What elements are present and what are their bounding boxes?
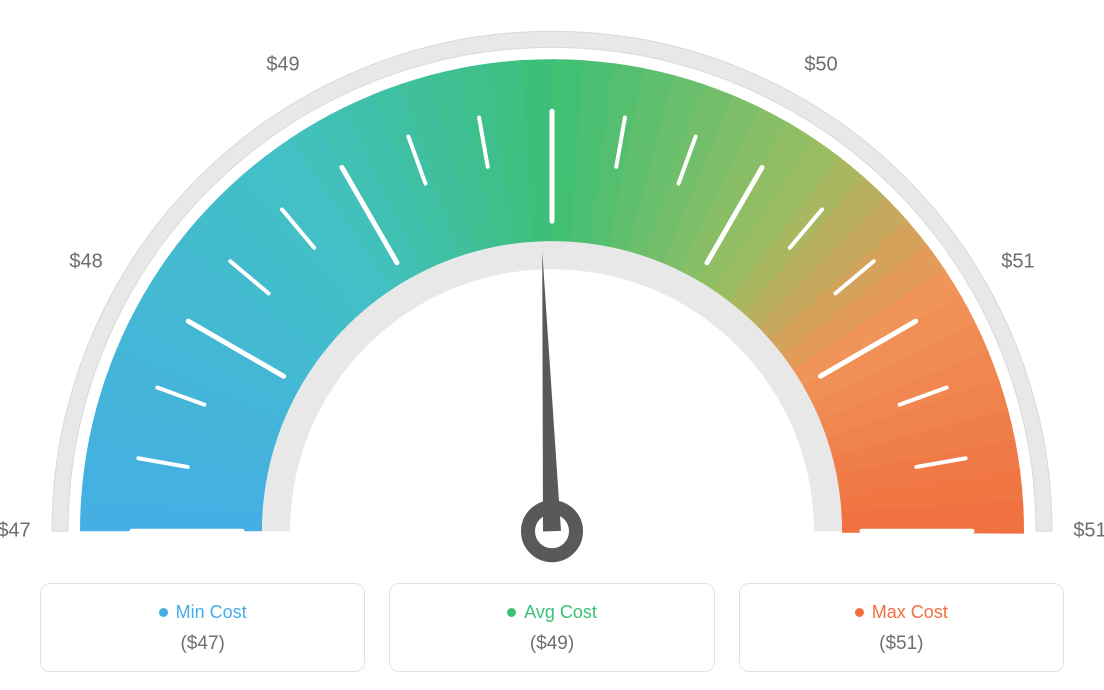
legend-title-avg: Avg Cost — [507, 602, 597, 623]
legend-label: Max Cost — [872, 602, 948, 623]
legend-title-min: Min Cost — [159, 602, 247, 623]
chart-container: $47$48$49$49$50$51$51 Min Cost ($47) Avg… — [0, 0, 1104, 690]
tick-label: $51 — [1001, 250, 1034, 272]
legend-value: ($49) — [390, 633, 713, 655]
legend-label: Avg Cost — [524, 602, 597, 623]
gauge-svg: $47$48$49$49$50$51$51 — [0, 11, 1104, 571]
legend-value: ($47) — [41, 633, 364, 655]
legend-title-max: Max Cost — [855, 602, 948, 623]
tick-label: $48 — [69, 250, 102, 272]
legend-label: Min Cost — [176, 602, 247, 623]
dot-icon — [507, 608, 516, 617]
needle — [542, 251, 561, 531]
legend-card-avg: Avg Cost ($49) — [389, 583, 714, 672]
tick-label: $51 — [1073, 519, 1104, 541]
dot-icon — [855, 608, 864, 617]
dot-icon — [159, 608, 168, 617]
tick-label: $50 — [804, 54, 837, 76]
legend-value: ($51) — [740, 633, 1063, 655]
legend-card-max: Max Cost ($51) — [739, 583, 1064, 672]
tick-label: $49 — [266, 54, 299, 76]
gauge-area: $47$48$49$49$50$51$51 — [0, 0, 1104, 560]
legend-row: Min Cost ($47) Avg Cost ($49) Max Cost (… — [0, 583, 1104, 672]
legend-card-min: Min Cost ($47) — [40, 583, 365, 672]
tick-label: $47 — [0, 519, 31, 541]
